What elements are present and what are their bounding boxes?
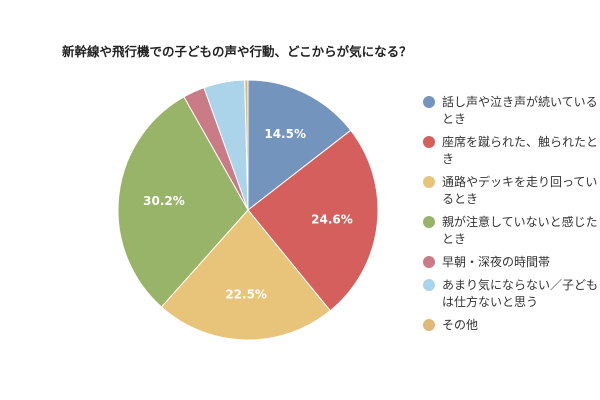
legend-item: 座席を蹴られた、触られたとき (423, 134, 598, 168)
data-label: 24.6% (311, 213, 353, 227)
legend-label: 通路やデッキを走り回っているとき (442, 175, 598, 206)
legend-label: 親が注意していないと感じたとき (442, 215, 598, 246)
legend-label: 早朝・深夜の時間帯 (442, 255, 551, 269)
legend-swatch (423, 96, 435, 108)
legend-item: 話し声や泣き声が続いているとき (423, 94, 598, 128)
legend-item: あまり気にならない／子どもは仕方ないと思う (423, 277, 598, 311)
legend-item: その他 (423, 317, 598, 334)
legend: 話し声や泣き声が続いているとき 座席を蹴られた、触られたとき 通路やデッキを走り回っ… (423, 94, 598, 340)
legend-swatch (423, 256, 435, 268)
data-label: 30.2% (143, 194, 185, 208)
legend-label: 座席を蹴られた、触られたとき (442, 135, 599, 166)
legend-swatch (423, 176, 435, 188)
pie-slice (160, 209, 331, 341)
legend-swatch (423, 279, 435, 291)
legend-item: 親が注意していないと感じたとき (423, 214, 598, 248)
data-label: 22.5% (225, 287, 267, 301)
legend-label: あまり気にならない／子どもは仕方ないと思う (442, 278, 599, 309)
legend-swatch (423, 319, 435, 331)
pie-slice (247, 79, 352, 212)
legend-swatch (423, 136, 435, 148)
legend-swatch (423, 216, 435, 228)
legend-item: 通路やデッキを走り回っているとき (423, 174, 598, 208)
data-label: 14.5% (264, 127, 306, 141)
pie-slice (247, 129, 379, 312)
pie-slice (244, 79, 249, 211)
legend-item: 早朝・深夜の時間帯 (423, 254, 598, 271)
pie-slice (117, 96, 249, 308)
legend-label: その他 (442, 318, 479, 332)
chart-title: 新幹線や飛行機での子どもの声や行動、どこからが気になる？ (62, 44, 412, 59)
legend-label: 話し声や泣き声が続いているとき (442, 95, 598, 126)
